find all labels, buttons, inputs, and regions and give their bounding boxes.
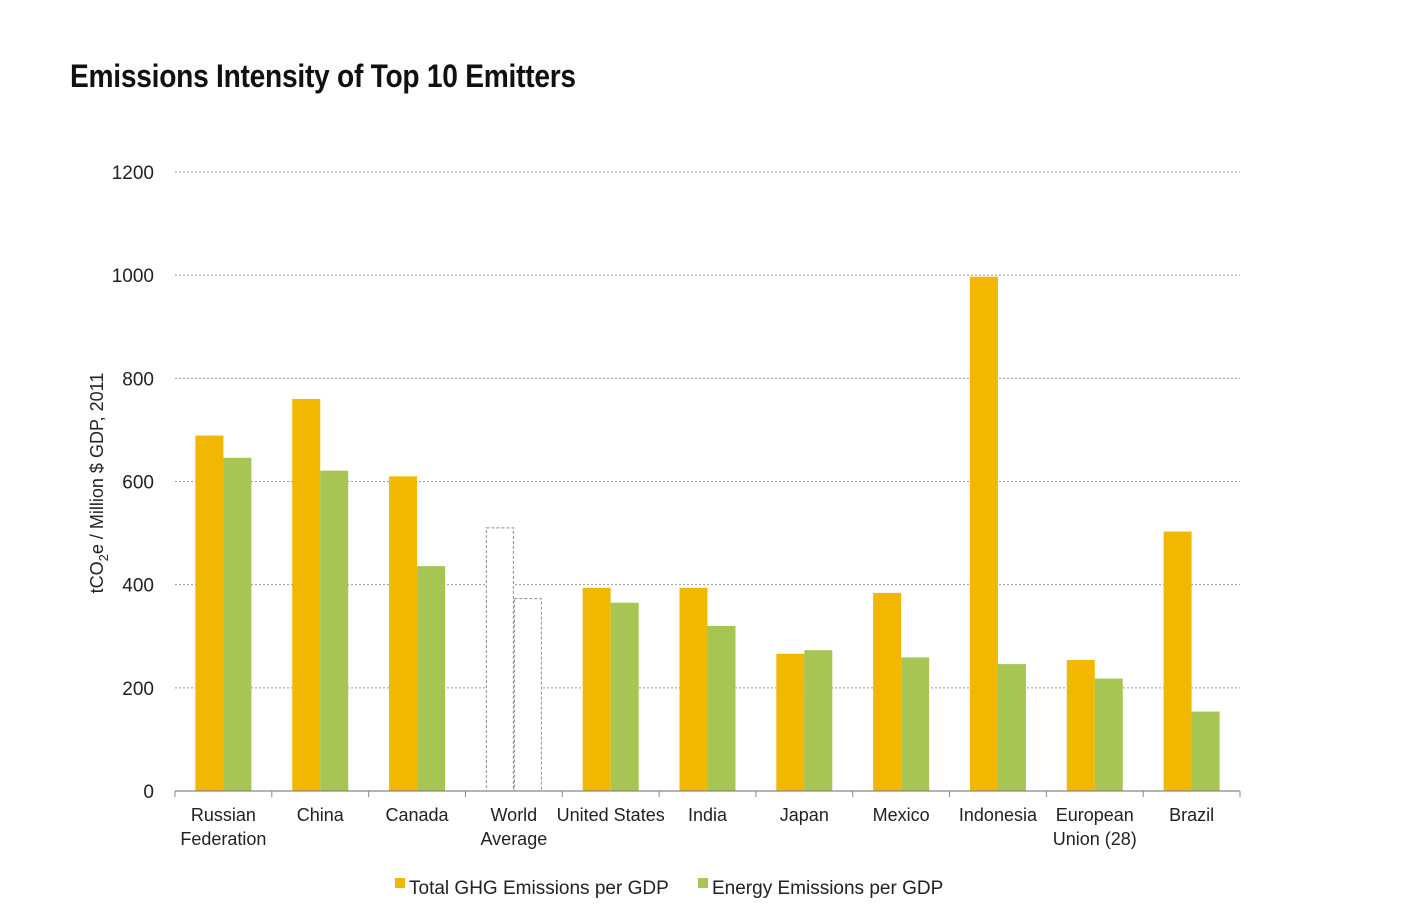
category-label: Indonesia bbox=[959, 805, 1038, 825]
category-label: European Union (28) bbox=[1053, 805, 1137, 849]
bar-energy bbox=[223, 457, 252, 791]
bar-energy bbox=[417, 566, 446, 791]
y-tick-label: 0 bbox=[143, 782, 154, 803]
category-label: India bbox=[688, 805, 728, 825]
bar-energy bbox=[1191, 711, 1220, 791]
category-label: United States bbox=[557, 805, 665, 825]
legend-label: Energy Emissions per GDP bbox=[712, 878, 943, 899]
bar-energy bbox=[610, 602, 639, 791]
bar-energy bbox=[707, 625, 736, 791]
bar-total-ghg bbox=[679, 587, 708, 791]
bar-total-ghg bbox=[1066, 659, 1095, 791]
category-label: Mexico bbox=[873, 805, 930, 825]
bar-energy bbox=[1094, 678, 1123, 791]
bar-total-ghg bbox=[389, 476, 418, 791]
bar-total-ghg bbox=[1163, 531, 1192, 791]
bar-energy bbox=[901, 657, 930, 791]
category-label: China bbox=[297, 805, 345, 825]
bar-total-ghg bbox=[292, 398, 321, 791]
y-tick-label: 1000 bbox=[112, 266, 154, 287]
bar-total-ghg bbox=[776, 653, 805, 791]
y-tick-label: 800 bbox=[122, 369, 154, 390]
y-axis-label: tCO2e / Million $ GDP, 2011 bbox=[87, 373, 111, 594]
y-tick-label: 400 bbox=[122, 576, 154, 597]
y-tick-label: 1200 bbox=[112, 163, 154, 184]
y-tick-label: 600 bbox=[122, 473, 154, 494]
bar-total-ghg-outline bbox=[485, 527, 514, 792]
legend-swatch bbox=[698, 878, 708, 888]
category-label: Brazil bbox=[1169, 805, 1214, 825]
category-label: Japan bbox=[780, 805, 829, 825]
category-label: World Average bbox=[481, 805, 548, 849]
bar-total-ghg bbox=[873, 592, 902, 791]
axes bbox=[174, 790, 1241, 797]
category-labels: Russian Federation China Canada World Average… bbox=[180, 805, 1214, 849]
legend-label: Total GHG Emissions per GDP bbox=[409, 878, 669, 899]
gridlines bbox=[175, 171, 1240, 689]
category-label: Russian Federation bbox=[180, 805, 266, 849]
y-tick-label: 200 bbox=[122, 679, 154, 700]
category-label: Canada bbox=[386, 805, 450, 825]
bar-energy bbox=[997, 664, 1026, 791]
bar-total-ghg bbox=[582, 587, 611, 791]
bar-energy bbox=[320, 470, 349, 791]
bar-energy bbox=[804, 650, 833, 791]
chart-title: Emissions Intensity of Top 10 Emitters bbox=[70, 58, 576, 94]
bars bbox=[195, 276, 1220, 792]
bar-total-ghg bbox=[195, 435, 224, 791]
legend-swatch bbox=[395, 878, 405, 888]
bar-energy-outline bbox=[513, 598, 542, 792]
bar-total-ghg bbox=[969, 276, 998, 791]
legend: Total GHG Emissions per GDP Energy Emissi… bbox=[395, 878, 943, 899]
y-tick-labels: 0 200 400 600 800 1000 1200 bbox=[112, 163, 154, 803]
